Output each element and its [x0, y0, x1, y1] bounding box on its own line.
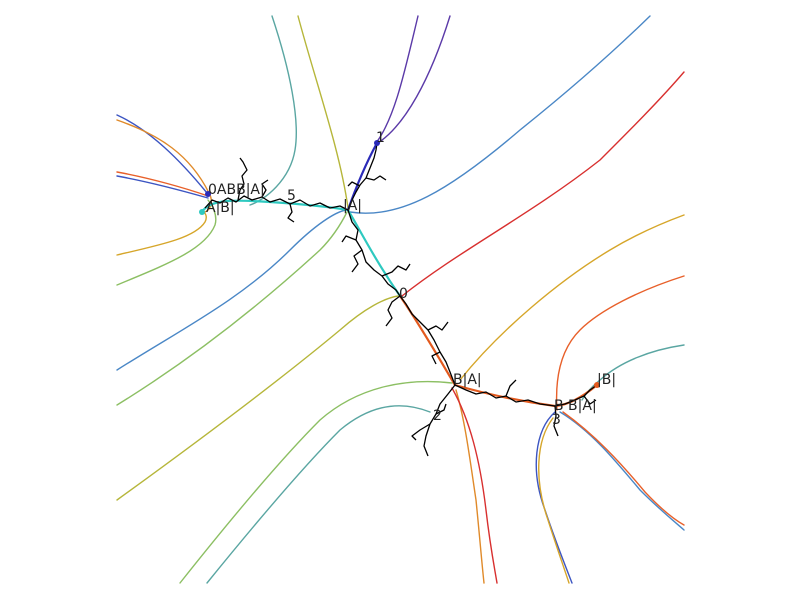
labels: 1 0ABB|A| A|B| 5 |A| 0 B|A| |B| B B|A| 2…: [206, 130, 616, 428]
tree-trunk-bottom: [423, 384, 456, 457]
wall-purple-top: [377, 15, 451, 144]
tree-branch-bottom-1: [411, 423, 431, 441]
label-far-right-mid: B B|A|: [554, 398, 597, 414]
wall-red-right: [401, 71, 685, 297]
wall-curves: [116, 15, 685, 584]
wall-blue-upper-right: [349, 15, 651, 214]
tree-branch-lower-3: [431, 351, 441, 365]
tree-branch-top-1: [365, 175, 387, 181]
branch-point-left-lower: [199, 209, 205, 215]
label-center-upper: |A|: [343, 198, 362, 214]
tree-branch-left-3: [287, 203, 295, 223]
tree-branch-far-right-1: [583, 395, 597, 405]
label-left-upper: 0ABB|A|: [208, 182, 265, 198]
tree-trunk-right: [454, 384, 556, 407]
tree-trunk-left: [204, 195, 349, 211]
wall-purple-top-2: [375, 15, 419, 144]
tree-branch-bottom-2: [435, 403, 447, 415]
tree-trunk-lower: [399, 295, 456, 386]
tree-branch-right-1: [505, 379, 517, 397]
tree-branch-lower-1: [385, 295, 401, 327]
branch-points: [199, 140, 600, 388]
wall-blue-left-diag: [116, 209, 347, 371]
orange-path-center: [398, 294, 457, 387]
wall-green-left-low: [116, 199, 217, 286]
label-left-lower: A|B|: [206, 200, 235, 216]
branch-point-top: [374, 140, 380, 146]
wall-gold-bottom-right: [538, 417, 570, 584]
wall-olive-upper-left: [297, 15, 349, 209]
branch-point-left-upper: [205, 191, 211, 197]
wall-teal-upper-left: [249, 15, 297, 206]
tree-branch-center-1: [351, 249, 363, 273]
label-left-mid: 5: [287, 188, 296, 204]
wall-teal-bottom-left: [206, 405, 431, 584]
tree-branch-lower-2: [427, 321, 449, 331]
tree-branch-center-2: [381, 263, 411, 277]
wall-blue-left: [116, 175, 209, 199]
wall-green-left-diag: [116, 211, 348, 406]
tree-trunk-bottom-right: [553, 405, 559, 437]
label-low-mid: 2: [433, 408, 442, 424]
tree-branch-center-3: [341, 235, 357, 243]
tree-branch-left-1: [237, 157, 248, 201]
wall-gold-left-low: [116, 211, 207, 256]
tree-trunk-center: [347, 209, 401, 297]
branch-point-far-right: [594, 382, 600, 388]
wall-navy-left-top: [116, 114, 208, 194]
wall-green-bottom-left: [179, 380, 453, 584]
wall-orangered-left: [116, 171, 209, 197]
wall-red-bottom: [451, 387, 498, 584]
label-center: 0: [399, 286, 408, 302]
tree-branch-left-2: [261, 179, 269, 198]
cyan-path-center: [346, 208, 402, 298]
wall-orangered-bottom-right: [562, 411, 685, 526]
label-right-center: B|A|: [453, 372, 482, 388]
tree-branch-top-2: [347, 181, 361, 187]
label-low-right: 3: [552, 412, 561, 428]
tree-trunk-far-right: [554, 384, 598, 407]
label-far-right-upper: |B|: [597, 372, 616, 388]
wall-orangered-right: [555, 275, 685, 411]
wall-blue-bottom-right: [559, 411, 685, 531]
branch-tree: [204, 142, 598, 457]
wall-olive-left-diag: [116, 295, 399, 501]
label-top-cusp: 1: [376, 130, 385, 146]
wall-orange-left-top: [116, 119, 212, 213]
wall-olive-right-mid: [459, 214, 685, 381]
wall-orange-bottom: [455, 389, 485, 584]
